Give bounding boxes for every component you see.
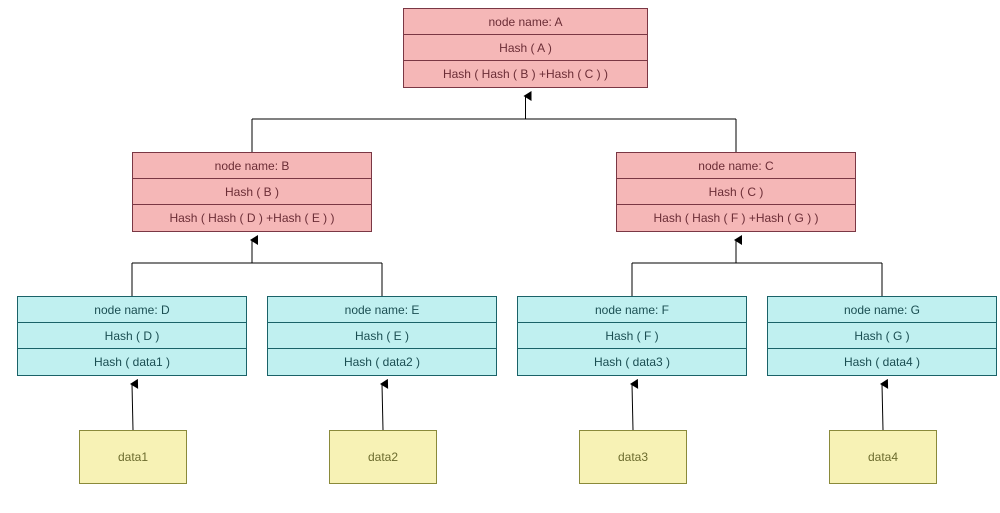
node-A-cell-2: Hash ( Hash ( B ) +Hash ( C ) ) — [404, 61, 647, 87]
node-data2: data2 — [329, 430, 437, 484]
node-A: node name: AHash ( A )Hash ( Hash ( B ) … — [403, 8, 648, 88]
node-A-cell-1: Hash ( A ) — [404, 35, 647, 61]
merkle-tree-diagram: node name: AHash ( A )Hash ( Hash ( B ) … — [0, 0, 1000, 513]
node-data1-cell-0: data1 — [80, 431, 186, 483]
node-C-cell-2: Hash ( Hash ( F ) +Hash ( G ) ) — [617, 205, 855, 231]
node-data2-cell-0: data2 — [330, 431, 436, 483]
node-F-cell-1: Hash ( F ) — [518, 323, 746, 349]
node-C-cell-0: node name: C — [617, 153, 855, 179]
node-data1: data1 — [79, 430, 187, 484]
node-G-cell-2: Hash ( data4 ) — [768, 349, 996, 375]
node-data3: data3 — [579, 430, 687, 484]
node-G-cell-1: Hash ( G ) — [768, 323, 996, 349]
node-G: node name: GHash ( G )Hash ( data4 ) — [767, 296, 997, 376]
node-data3-cell-0: data3 — [580, 431, 686, 483]
node-data4-cell-0: data4 — [830, 431, 936, 483]
node-B-cell-1: Hash ( B ) — [133, 179, 371, 205]
node-C-cell-1: Hash ( C ) — [617, 179, 855, 205]
node-data4: data4 — [829, 430, 937, 484]
node-D-cell-0: node name: D — [18, 297, 246, 323]
node-D-cell-2: Hash ( data1 ) — [18, 349, 246, 375]
node-G-cell-0: node name: G — [768, 297, 996, 323]
node-E-cell-1: Hash ( E ) — [268, 323, 496, 349]
node-F-cell-0: node name: F — [518, 297, 746, 323]
node-E-cell-2: Hash ( data2 ) — [268, 349, 496, 375]
node-E: node name: EHash ( E )Hash ( data2 ) — [267, 296, 497, 376]
node-D: node name: DHash ( D )Hash ( data1 ) — [17, 296, 247, 376]
node-A-cell-0: node name: A — [404, 9, 647, 35]
node-F-cell-2: Hash ( data3 ) — [518, 349, 746, 375]
node-F: node name: FHash ( F )Hash ( data3 ) — [517, 296, 747, 376]
node-D-cell-1: Hash ( D ) — [18, 323, 246, 349]
node-C: node name: CHash ( C )Hash ( Hash ( F ) … — [616, 152, 856, 232]
node-E-cell-0: node name: E — [268, 297, 496, 323]
node-B: node name: BHash ( B )Hash ( Hash ( D ) … — [132, 152, 372, 232]
node-B-cell-0: node name: B — [133, 153, 371, 179]
node-B-cell-2: Hash ( Hash ( D ) +Hash ( E ) ) — [133, 205, 371, 231]
